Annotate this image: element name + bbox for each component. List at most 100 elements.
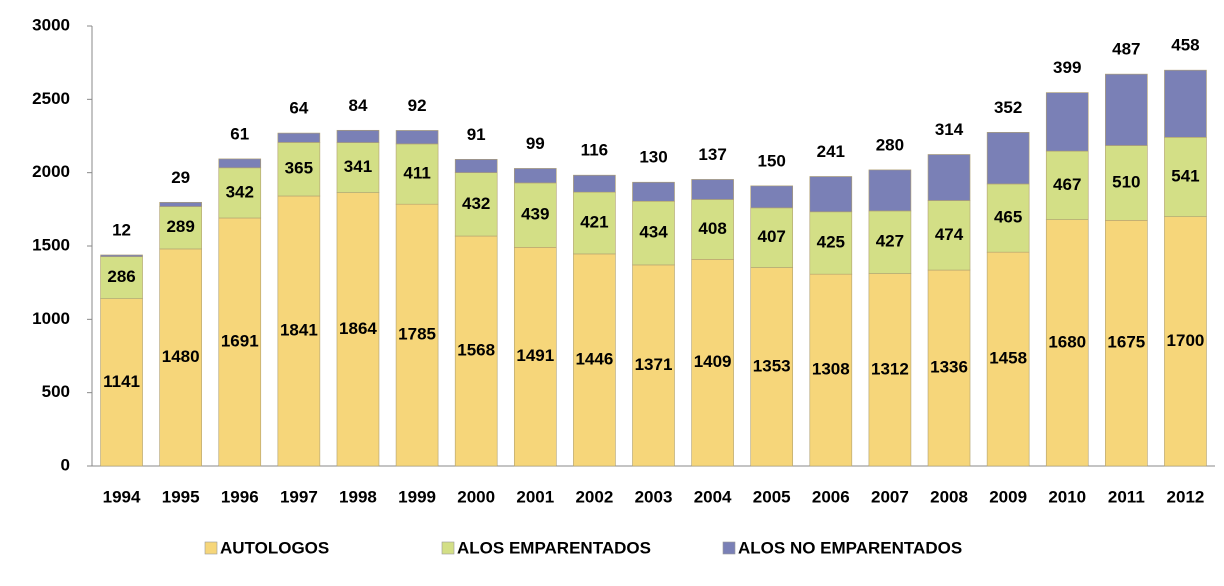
data-label: 29 xyxy=(171,168,190,187)
data-label: 1446 xyxy=(575,349,613,368)
data-label: 1680 xyxy=(1048,332,1086,351)
bar-segment xyxy=(513,168,557,184)
data-label: 1691 xyxy=(221,331,259,350)
bar-segment xyxy=(632,200,675,266)
x-tick-label: 2002 xyxy=(575,487,613,506)
bar-segment xyxy=(573,253,616,467)
bar-segment xyxy=(1164,69,1207,138)
data-label: 1785 xyxy=(398,325,436,344)
bar-segment xyxy=(691,199,734,260)
bar-segment xyxy=(336,142,380,193)
bar-segment xyxy=(632,181,675,202)
data-label: 1675 xyxy=(1107,333,1145,352)
data-label: 1141 xyxy=(103,372,140,391)
x-tick-label: 2005 xyxy=(753,487,791,506)
x-tick-label: 2000 xyxy=(457,487,495,506)
bar-segment xyxy=(573,174,616,193)
bar-segment xyxy=(927,154,971,201)
x-tick-label: 2010 xyxy=(1048,487,1086,506)
bar-segment xyxy=(927,269,971,467)
x-tick-label: 2012 xyxy=(1167,487,1205,506)
bar-segment xyxy=(809,273,853,467)
x-tick-label: 2008 xyxy=(930,487,968,506)
data-label: 342 xyxy=(226,182,254,201)
legend-label: ALOS NO EMPARENTADOS xyxy=(738,538,962,557)
y-tick-label: 1000 xyxy=(32,309,70,328)
bar-segment xyxy=(868,273,912,467)
legend-label: AUTOLOGOS xyxy=(220,538,329,557)
data-label: 465 xyxy=(994,208,1022,227)
data-label: 241 xyxy=(817,142,845,161)
data-label: 64 xyxy=(289,99,308,118)
x-tick-label: 1997 xyxy=(280,487,318,506)
data-label: 467 xyxy=(1053,175,1081,194)
data-label: 1841 xyxy=(280,320,318,339)
y-tick-label: 2500 xyxy=(32,89,70,108)
bar-segment xyxy=(100,298,143,467)
data-label: 474 xyxy=(935,225,964,244)
data-label: 1568 xyxy=(457,340,495,359)
bar-segment xyxy=(750,267,794,467)
bar-segment xyxy=(513,247,557,467)
bar-segment xyxy=(1164,137,1207,217)
bar-segment xyxy=(1045,219,1089,467)
data-label: 1312 xyxy=(871,359,909,378)
bar-segment xyxy=(750,207,794,268)
y-tick-label: 2000 xyxy=(32,162,70,181)
bar-segment xyxy=(868,169,912,212)
data-label: 116 xyxy=(581,141,608,160)
data-label: 425 xyxy=(817,232,845,251)
bar-segment xyxy=(336,192,380,467)
data-label: 399 xyxy=(1053,58,1081,77)
data-label: 1491 xyxy=(516,346,554,365)
data-label: 280 xyxy=(876,135,904,154)
bar-segment xyxy=(454,172,498,237)
bar-segment xyxy=(336,129,380,143)
data-label: 1480 xyxy=(162,347,200,366)
data-label: 427 xyxy=(876,232,904,251)
data-label: 432 xyxy=(462,194,490,213)
bar-segment xyxy=(809,176,853,213)
data-label: 352 xyxy=(994,98,1022,117)
data-label: 99 xyxy=(526,134,545,153)
y-tick-label: 0 xyxy=(61,455,70,474)
data-label: 365 xyxy=(285,159,313,178)
data-label: 314 xyxy=(935,120,964,139)
bar-segment xyxy=(1045,92,1089,152)
legend-swatch xyxy=(441,541,455,555)
data-label: 137 xyxy=(698,145,726,164)
data-label: 439 xyxy=(521,205,549,224)
y-tick-label: 500 xyxy=(42,382,70,401)
x-tick-label: 1994 xyxy=(103,487,141,506)
data-label: 458 xyxy=(1171,36,1199,55)
x-tick-label: 2001 xyxy=(516,487,554,506)
data-label: 341 xyxy=(344,157,372,176)
bar-segment xyxy=(159,248,202,467)
data-label: 1458 xyxy=(989,349,1027,368)
bar-segment xyxy=(454,235,498,467)
data-label: 61 xyxy=(230,124,249,143)
bar-segment xyxy=(809,211,853,275)
data-label: 408 xyxy=(698,219,726,238)
data-label: 407 xyxy=(758,227,786,246)
data-label: 1353 xyxy=(753,356,791,375)
x-tick-label: 2009 xyxy=(989,487,1027,506)
data-label: 1864 xyxy=(339,319,377,338)
bar-segment xyxy=(868,210,912,274)
bar-segment xyxy=(277,132,321,143)
bar-segment xyxy=(218,167,262,219)
x-tick-label: 1998 xyxy=(339,487,377,506)
data-label: 91 xyxy=(467,125,486,144)
bar-segment xyxy=(513,182,557,248)
legend-swatch xyxy=(722,541,736,555)
x-tick-label: 2006 xyxy=(812,487,850,506)
bar-segment xyxy=(1105,73,1148,146)
data-label: 510 xyxy=(1112,172,1140,191)
bar-segment xyxy=(395,143,439,205)
bar-segment xyxy=(218,217,262,467)
bar-segment xyxy=(159,206,202,250)
bar-segment xyxy=(573,191,616,255)
bar-segment xyxy=(1105,220,1148,467)
data-label: 1409 xyxy=(694,352,732,371)
bar-segment xyxy=(395,130,439,145)
